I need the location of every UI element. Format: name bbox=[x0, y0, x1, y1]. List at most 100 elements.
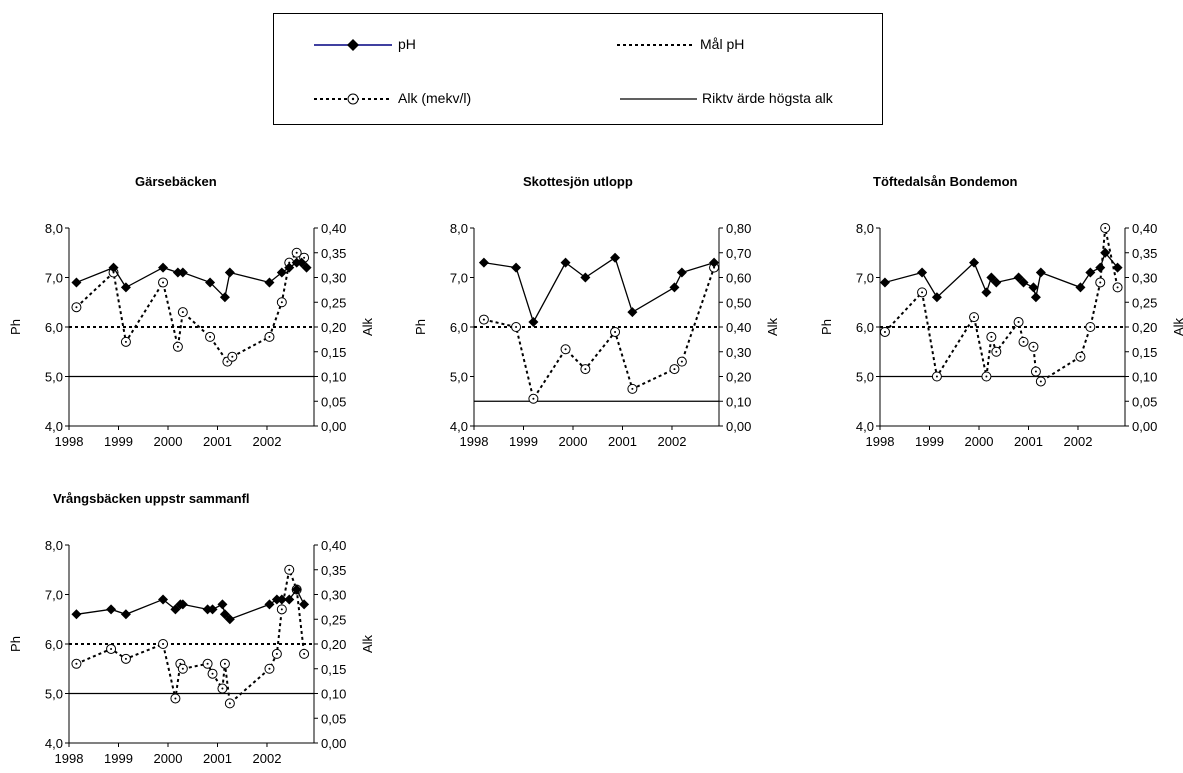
alk-point-dot bbox=[75, 662, 78, 665]
alk-point-dot bbox=[673, 368, 676, 371]
alk-point-dot bbox=[226, 360, 229, 363]
x-tick-label: 2001 bbox=[203, 751, 232, 766]
alk-point-dot bbox=[1116, 286, 1119, 289]
y2-tick-label: 0,10 bbox=[321, 687, 346, 702]
y2-tick-label: 0,40 bbox=[321, 538, 346, 553]
chart-title: Skottesjön utlopp bbox=[523, 174, 633, 189]
ph-point bbox=[158, 262, 169, 273]
chart-vrangsbacken: Vrångsbäcken uppstr sammanfl 4,0 5,0 6,0 7,… bbox=[0, 487, 375, 773]
alk-point-dot bbox=[532, 397, 535, 400]
y2-tick-label: 0,25 bbox=[1132, 295, 1157, 310]
y2-tick-label: 0,00 bbox=[726, 419, 751, 434]
alk-series-line bbox=[483, 267, 715, 402]
y-tick-label: 4,0 bbox=[45, 736, 63, 751]
y-tick-label: 7,0 bbox=[450, 271, 468, 286]
chart-plot: 4,0 5,0 6,0 7,0 8,0 0,00 0,05 0,10 0,15 0,20 0,25 0… bbox=[819, 221, 1183, 449]
ph-point bbox=[177, 267, 188, 278]
y2-tick-label: 0,15 bbox=[321, 662, 346, 677]
alk-point-dot bbox=[303, 256, 306, 259]
ph-series-line bbox=[483, 256, 715, 324]
alk-point-dot bbox=[223, 662, 226, 665]
y2-tick-label: 0,25 bbox=[321, 295, 346, 310]
alk-point-dot bbox=[1104, 227, 1107, 229]
x-tick-label: 2001 bbox=[608, 434, 637, 449]
chart-skottesjon: Skottesjön utlopp 4,0 5,0 6,0 7,0 8,0 0,00 0,1… bbox=[405, 170, 780, 450]
y2-tick-label: 0,80 bbox=[726, 221, 751, 236]
alk-point-dot bbox=[288, 568, 291, 571]
alk-point-dot bbox=[985, 375, 988, 378]
x-tick-label: 2001 bbox=[1014, 434, 1043, 449]
ph-point bbox=[224, 614, 235, 625]
x-tick-label: 2001 bbox=[203, 434, 232, 449]
ph-point bbox=[205, 277, 216, 288]
alk-point-dot bbox=[935, 375, 938, 378]
ph-point bbox=[1085, 267, 1096, 278]
y-axis-label: Ph bbox=[8, 319, 23, 335]
alk-point-dot bbox=[995, 350, 998, 353]
x-tick-label: 2000 bbox=[965, 434, 994, 449]
ph-point bbox=[284, 594, 295, 605]
ph-point bbox=[1035, 267, 1046, 278]
y-tick-label: 5,0 bbox=[45, 370, 63, 385]
alk-point-dot bbox=[174, 697, 177, 700]
legend-riktvarde-label: Riktv ärde högsta alk bbox=[702, 90, 833, 106]
alk-point-dot bbox=[75, 306, 78, 309]
legend-ph-marker bbox=[347, 39, 359, 51]
y2-tick-label: 0,20 bbox=[726, 370, 751, 385]
ph-point bbox=[219, 292, 230, 303]
ph-point bbox=[879, 277, 890, 288]
alk-point-dot bbox=[1034, 370, 1037, 373]
ph-point bbox=[709, 257, 720, 268]
y2-tick-label: 0,25 bbox=[321, 612, 346, 627]
chart-title: Gärsebäcken bbox=[135, 174, 217, 189]
alk-point-dot bbox=[1079, 355, 1082, 358]
ph-point bbox=[917, 267, 928, 278]
alk-point-dot bbox=[181, 311, 184, 314]
ph-point bbox=[120, 282, 131, 293]
legend-alk-marker-dot bbox=[351, 97, 355, 101]
y2-tick-label: 0,10 bbox=[321, 370, 346, 385]
ph-point bbox=[299, 599, 310, 610]
ph-point bbox=[276, 267, 287, 278]
y-tick-label: 7,0 bbox=[45, 588, 63, 603]
alk-series-line bbox=[884, 227, 1119, 383]
y2-tick-label: 0,15 bbox=[321, 345, 346, 360]
alk-series-line bbox=[76, 566, 306, 706]
y2-tick-label: 0,30 bbox=[321, 588, 346, 603]
alk-point-dot bbox=[584, 368, 587, 371]
alk-point-dot bbox=[268, 335, 271, 338]
ph-point bbox=[580, 272, 591, 283]
alk-point-dot bbox=[228, 702, 231, 705]
legend-swatches bbox=[314, 39, 697, 105]
y-tick-label: 6,0 bbox=[45, 637, 63, 652]
alk-point-dot bbox=[1099, 281, 1102, 284]
alk-point-dot bbox=[181, 667, 184, 670]
alk-point-dot bbox=[206, 662, 209, 665]
x-tick-label: 2000 bbox=[154, 434, 183, 449]
y2-tick-label: 0,35 bbox=[1132, 246, 1157, 261]
ph-point bbox=[1075, 282, 1086, 293]
y2-tick-label: 0,35 bbox=[321, 563, 346, 578]
ph-point bbox=[106, 604, 117, 615]
ph-point bbox=[986, 272, 997, 283]
legend-ph-label: pH bbox=[398, 36, 416, 52]
legend-alk-label: Alk (mekv/l) bbox=[398, 90, 472, 106]
alk-point-dot bbox=[162, 281, 165, 284]
ph-point bbox=[291, 584, 302, 595]
ph-point bbox=[610, 252, 621, 263]
y2-tick-label: 0,40 bbox=[321, 221, 346, 236]
alk-point-dot bbox=[124, 340, 127, 343]
ph-point bbox=[969, 257, 980, 268]
alk-point-dot bbox=[162, 643, 165, 645]
x-tick-label: 2000 bbox=[154, 751, 183, 766]
chart-garsebacken: Gärsebäcken 4,0 5,0 6,0 7,0 8,0 0,00 0,05 0,10 0… bbox=[0, 170, 375, 450]
ph-point bbox=[264, 599, 275, 610]
alk-point-dot bbox=[1039, 380, 1042, 383]
x-tick-label: 2002 bbox=[253, 751, 282, 766]
x-tick-label: 1998 bbox=[55, 751, 84, 766]
ph-point bbox=[528, 317, 539, 328]
alk-point-dot bbox=[268, 667, 271, 670]
ph-point bbox=[224, 267, 235, 278]
y-tick-label: 5,0 bbox=[856, 370, 874, 385]
ph-point bbox=[560, 257, 571, 268]
